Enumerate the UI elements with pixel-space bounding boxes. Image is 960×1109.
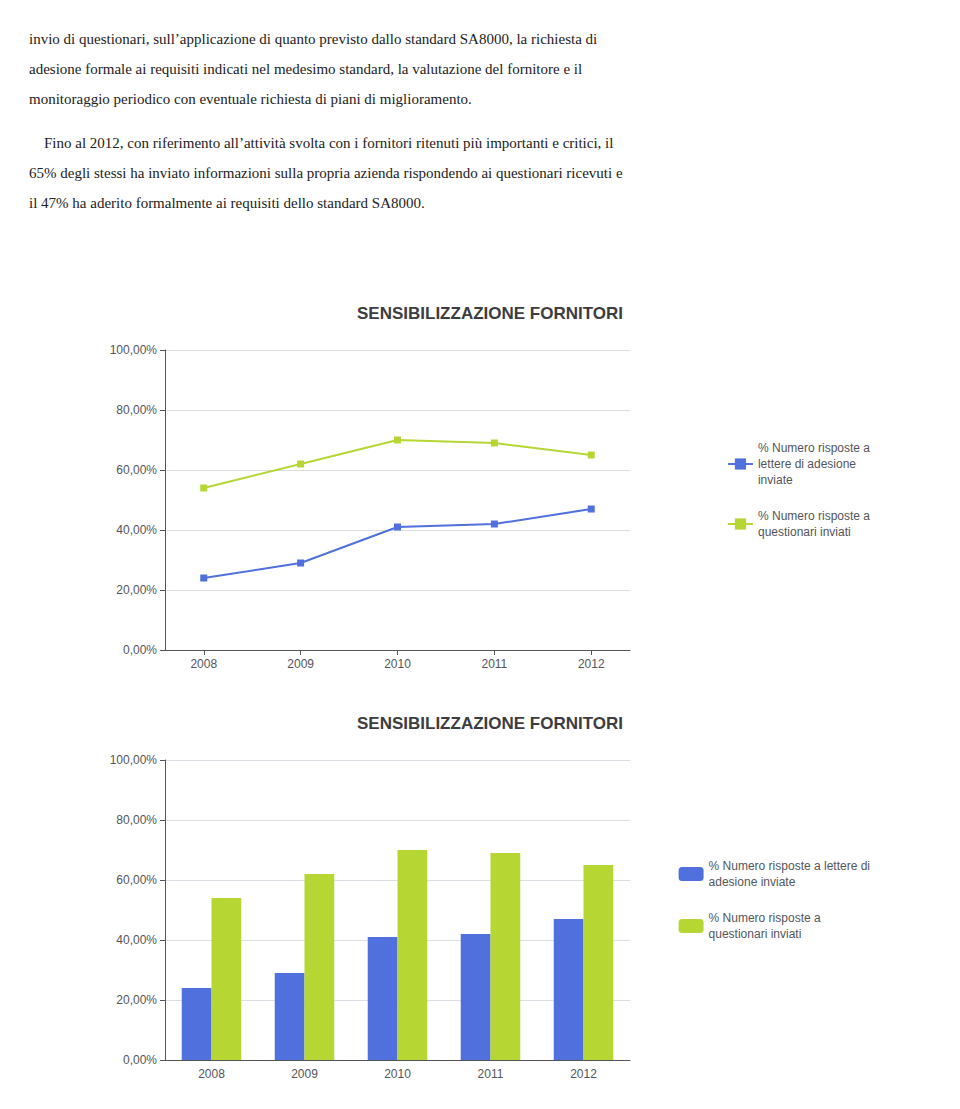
svg-text:SENSIBILIZZAZIONE FORNITORI: SENSIBILIZZAZIONE FORNITORI: [357, 304, 623, 323]
svg-text:2011: 2011: [481, 657, 507, 671]
svg-text:inviate: inviate: [758, 473, 793, 487]
svg-text:20,00%: 20,00%: [116, 993, 157, 1007]
svg-text:2011: 2011: [478, 1067, 504, 1081]
svg-text:adesione inviate: adesione inviate: [709, 875, 796, 889]
svg-text:2009: 2009: [287, 657, 314, 671]
svg-text:% Numero risposte a lettere di: % Numero risposte a lettere di: [709, 859, 870, 873]
svg-text:60,00%: 60,00%: [116, 463, 157, 477]
svg-text:80,00%: 80,00%: [116, 813, 157, 827]
svg-text:2008: 2008: [190, 657, 217, 671]
svg-text:40,00%: 40,00%: [116, 523, 157, 537]
svg-text:2010: 2010: [384, 657, 411, 671]
html-text:Fino al 2012, con riferimento: Fino al 2012, con riferimento all’attivi…: [29, 135, 623, 211]
html-text:invio di questionari, sull’app: invio di questionari, sull’applicazione …: [29, 31, 598, 107]
svg-text:lettere di adesione: lettere di adesione: [758, 457, 856, 471]
svg-text:2012: 2012: [578, 657, 605, 671]
svg-text:60,00%: 60,00%: [116, 873, 157, 887]
svg-text:20,00%: 20,00%: [116, 583, 157, 597]
svg-text:100,00%: 100,00%: [110, 753, 158, 767]
svg-text:0,00%: 0,00%: [123, 1053, 157, 1067]
svg-text:% Numero risposte a: % Numero risposte a: [758, 441, 870, 455]
svg-text:questionari inviati: questionari inviati: [709, 927, 802, 941]
svg-text:0,00%: 0,00%: [123, 643, 157, 657]
svg-text:questionari inviati: questionari inviati: [758, 525, 851, 539]
svg-text:% Numero risposte a: % Numero risposte a: [758, 509, 870, 523]
svg-text:% Numero risposte a: % Numero risposte a: [709, 911, 821, 925]
svg-text:2010: 2010: [384, 1067, 411, 1081]
svg-text:2012: 2012: [570, 1067, 597, 1081]
svg-text:2009: 2009: [291, 1067, 318, 1081]
svg-text:100,00%: 100,00%: [110, 343, 158, 357]
svg-text:80,00%: 80,00%: [116, 403, 157, 417]
svg-text:2008: 2008: [198, 1067, 225, 1081]
svg-text:40,00%: 40,00%: [116, 933, 157, 947]
svg-text:SENSIBILIZZAZIONE FORNITORI: SENSIBILIZZAZIONE FORNITORI: [357, 714, 623, 733]
